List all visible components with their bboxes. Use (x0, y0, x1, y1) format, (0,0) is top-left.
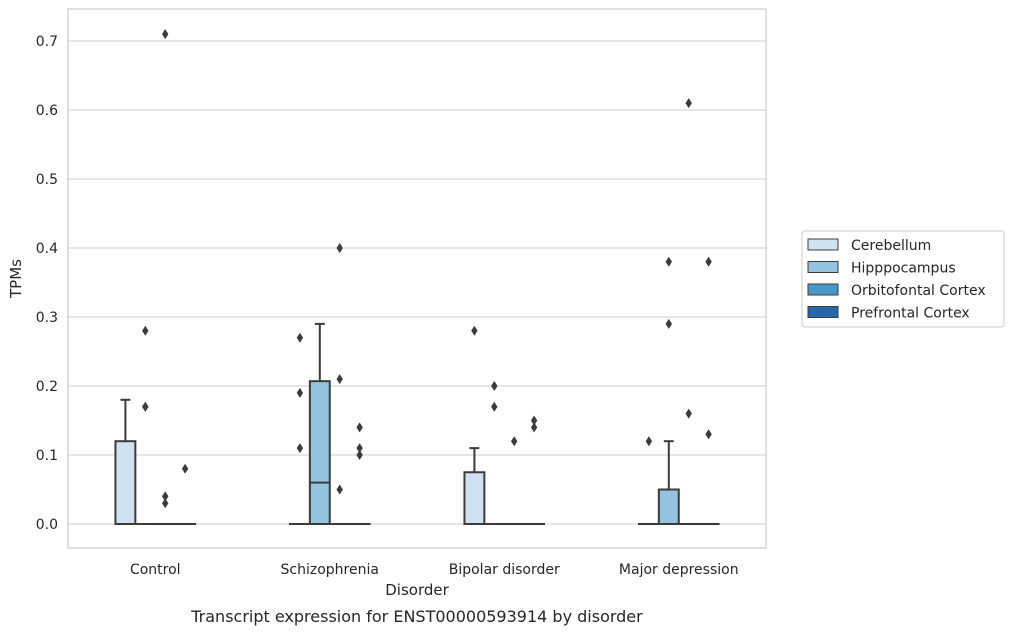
outlier-point (336, 374, 343, 385)
outlier-point (162, 498, 169, 509)
x-axis-label: Disorder (385, 581, 449, 599)
outlier-point (705, 429, 712, 440)
legend-entries: Cerebellum Hipppocampus Orbitofontal Corte… (807, 238, 986, 322)
outlier-point (142, 401, 149, 412)
outlier-point (296, 443, 304, 454)
outlier-point (645, 436, 653, 447)
box (657, 488, 680, 525)
x-tick-labels: Control Schizophrenia Bipolar disorder Majo… (130, 562, 739, 578)
legend-label: Hipppocampus (851, 261, 956, 277)
legend-swatch (807, 283, 839, 296)
y-tick-labels: 0.0 0.1 0.2 0.3 0.4 0.5 0.6 0.7 (36, 34, 58, 533)
legend-frame (801, 230, 1005, 328)
outlier-point (685, 408, 692, 419)
legend-entry: Prefrontal Cortex (807, 306, 970, 322)
x-tick-label: Schizophrenia (281, 562, 379, 578)
outlier-point (705, 256, 712, 267)
plot-area (68, 9, 766, 548)
box-group (308, 322, 331, 526)
outlier-point (665, 318, 672, 329)
legend-swatch (807, 261, 839, 273)
box-group (174, 463, 197, 526)
outlier-point (162, 491, 169, 502)
x-tick-label: Bipolar disorder (449, 562, 560, 578)
outlier-point (296, 332, 304, 343)
y-tick-label: 0.1 (36, 448, 58, 464)
plot-border (67, 8, 767, 549)
legend-entry: Cerebellum (807, 238, 931, 254)
chart-caption: Transcript expression for ENST0000059391… (190, 607, 643, 626)
y-tick-label: 0.0 (36, 517, 58, 533)
legend-swatch (807, 238, 839, 251)
legend-label: Prefrontal Cortex (851, 306, 970, 322)
outlier-point (356, 450, 363, 460)
outlier-point (142, 325, 149, 336)
legend-entry: Orbitofontal Cortex (807, 283, 986, 299)
legend-label: Cerebellum (851, 238, 931, 254)
box (114, 440, 137, 526)
box (463, 471, 486, 525)
y-axis-label: TPMs (7, 259, 25, 299)
x-tick-label: Major depression (619, 562, 739, 578)
y-tick-label: 0.4 (36, 241, 58, 257)
outlier-point (336, 484, 343, 495)
box-group (463, 325, 486, 525)
y-tick-label: 0.7 (36, 34, 58, 50)
outlier-point (530, 415, 538, 426)
outlier-point (530, 422, 538, 433)
box-group (288, 332, 311, 526)
outlier-point (181, 463, 189, 474)
legend-swatch (807, 306, 839, 318)
box-group (348, 422, 371, 526)
box-group (523, 415, 546, 526)
y-tick-label: 0.2 (36, 379, 58, 395)
box (308, 380, 331, 526)
outlier-point (162, 29, 169, 40)
legend-entry: Hipppocampus (807, 261, 956, 277)
y-tick-label: 0.3 (36, 310, 58, 326)
y-tick-label: 0.5 (36, 172, 58, 188)
outlier-point (491, 401, 498, 412)
outlier-point (511, 436, 518, 447)
outlier-point (471, 325, 478, 336)
outlier-point (356, 422, 363, 433)
box-group (657, 256, 680, 525)
outlier-point (356, 443, 363, 454)
legend: Cerebellum Hipppocampus Orbitofontal Corte… (801, 230, 1005, 328)
outlier-point (491, 381, 498, 391)
legend-label: Orbitofontal Cortex (851, 283, 986, 299)
box-group (154, 29, 177, 526)
outlier-point (685, 98, 692, 109)
y-tick-label: 0.6 (36, 103, 58, 119)
box-group (697, 256, 720, 526)
outlier-point (665, 256, 672, 267)
boxes (114, 29, 720, 526)
outlier-point (336, 243, 343, 253)
x-tick-label: Control (130, 562, 181, 578)
grid-lines (68, 40, 766, 525)
outlier-point (296, 387, 304, 398)
box-group (114, 398, 137, 526)
